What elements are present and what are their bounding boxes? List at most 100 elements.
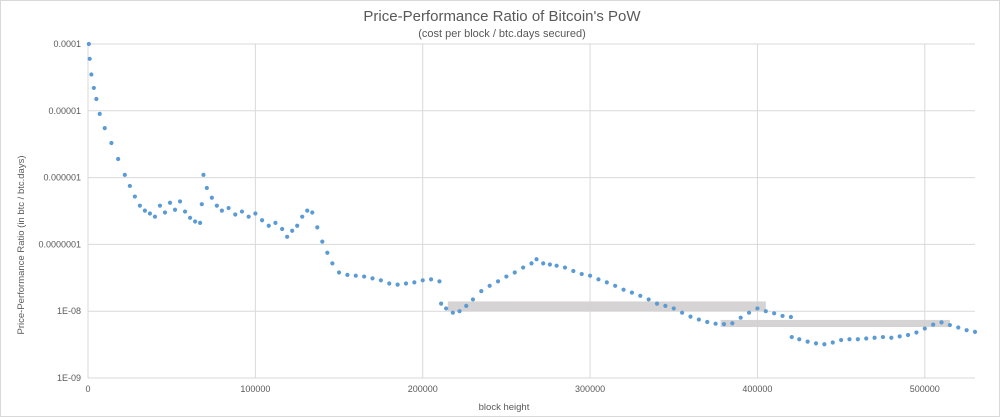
x-tick-label: 0 — [85, 384, 90, 394]
data-point — [495, 279, 501, 284]
data-point — [813, 341, 819, 346]
chart-title: Price-Performance Ratio of Bitcoin's PoW — [363, 8, 641, 25]
data-point — [362, 274, 367, 279]
data-point — [280, 226, 285, 232]
data-point — [571, 268, 576, 274]
data-point — [855, 337, 860, 342]
data-point — [127, 183, 132, 189]
data-point — [387, 281, 392, 286]
y-axis-title: Price-Performance Ratio (in btc / btc.da… — [16, 156, 27, 335]
data-point — [420, 278, 425, 283]
data-point — [621, 287, 626, 292]
data-point — [109, 140, 114, 146]
data-point — [713, 321, 718, 326]
data-point — [259, 218, 265, 223]
y-tick-label: 0.00001 — [48, 106, 81, 116]
data-point — [604, 280, 609, 285]
data-point — [721, 322, 727, 327]
data-point — [964, 328, 969, 333]
data-point — [273, 220, 278, 225]
data-point — [226, 205, 231, 211]
data-point — [266, 223, 271, 228]
data-point — [199, 202, 204, 207]
data-point — [428, 277, 434, 282]
data-point — [864, 336, 869, 341]
y-tick-label: 0.0001 — [53, 39, 81, 49]
data-point — [246, 214, 251, 219]
data-point — [504, 274, 509, 279]
data-point — [330, 261, 335, 266]
data-point — [905, 332, 911, 338]
data-point — [772, 311, 777, 316]
data-point — [86, 41, 91, 47]
data-point — [889, 335, 894, 340]
data-point — [587, 273, 593, 278]
data-point — [233, 212, 238, 217]
data-point — [663, 303, 668, 309]
data-point — [696, 317, 701, 322]
data-point — [822, 342, 827, 347]
data-point — [763, 309, 768, 314]
data-point — [94, 96, 99, 102]
data-point — [87, 56, 92, 61]
x-tick-label: 400000 — [742, 384, 772, 394]
data-point — [305, 208, 310, 213]
data-point — [403, 281, 409, 286]
x-tick-label: 200000 — [408, 384, 438, 394]
data-point — [830, 340, 835, 345]
data-point — [880, 334, 886, 340]
data-point — [646, 297, 651, 302]
data-point — [629, 290, 635, 295]
data-point — [91, 85, 96, 91]
x-tick-label: 300000 — [575, 384, 605, 394]
data-point — [378, 278, 383, 283]
data-point — [579, 271, 584, 277]
data-point — [457, 309, 462, 314]
data-point — [780, 313, 785, 319]
data-point — [931, 322, 936, 327]
data-point — [172, 207, 178, 212]
data-point — [439, 301, 444, 306]
data-point — [198, 220, 203, 225]
x-axis-title: block height — [479, 402, 530, 413]
data-point — [285, 234, 290, 239]
data-point — [370, 276, 375, 281]
data-point — [680, 310, 685, 315]
data-point — [562, 265, 568, 270]
data-point — [310, 210, 315, 215]
data-point — [325, 250, 330, 255]
data-point — [152, 214, 158, 219]
data-point — [162, 210, 168, 215]
data-point — [521, 265, 526, 270]
y-tick-label: 1E-08 — [57, 306, 81, 316]
data-point — [956, 325, 961, 330]
y-tick-label: 0.000001 — [43, 173, 81, 183]
data-point — [201, 172, 206, 177]
x-tick-label: 100000 — [240, 384, 270, 394]
data-point — [789, 334, 794, 340]
data-point — [147, 211, 153, 216]
data-point — [755, 306, 760, 311]
data-point — [193, 219, 198, 224]
data-point — [914, 330, 919, 335]
data-point — [939, 320, 944, 325]
highlight-band — [447, 301, 766, 312]
data-point — [437, 279, 442, 284]
x-tick-label: 500000 — [910, 384, 940, 394]
data-point — [132, 194, 137, 199]
data-point — [444, 306, 449, 311]
data-point — [788, 314, 794, 320]
data-point — [547, 262, 553, 267]
data-point — [654, 301, 660, 306]
data-point — [239, 209, 245, 214]
data-point — [182, 209, 188, 214]
data-point — [671, 306, 676, 311]
data-point — [872, 335, 877, 340]
data-point — [613, 283, 618, 288]
data-point — [253, 211, 258, 216]
data-point — [219, 208, 224, 213]
data-point — [972, 329, 978, 334]
data-point — [290, 228, 295, 233]
data-point — [897, 334, 902, 339]
